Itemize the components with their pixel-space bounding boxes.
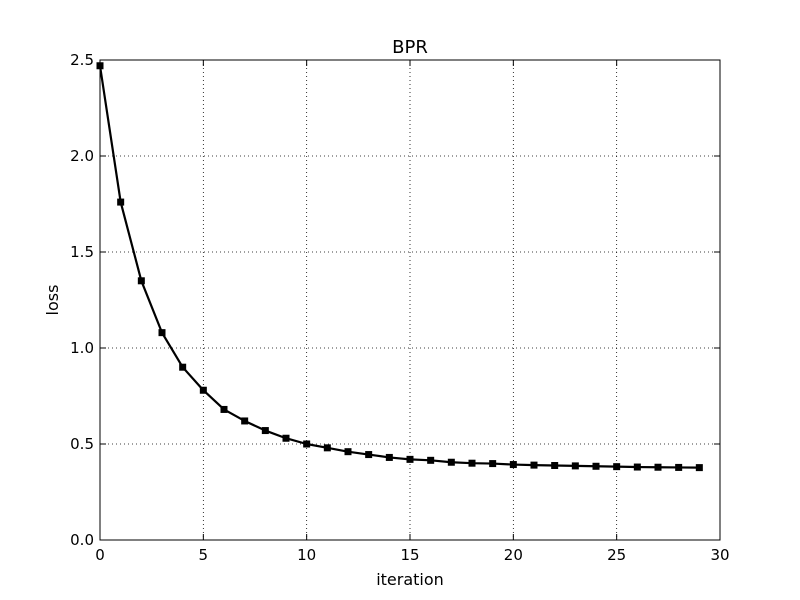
data-point-square <box>303 440 311 448</box>
y-tick-label: 1.5 <box>70 243 94 261</box>
y-tick-label: 1.0 <box>70 339 94 357</box>
data-point-square <box>489 460 497 468</box>
data-point-square <box>695 464 703 472</box>
data-point-square <box>675 463 683 471</box>
x-tick-label: 30 <box>710 546 729 564</box>
data-point-square <box>654 463 662 471</box>
data-point-square <box>592 462 600 470</box>
data-point-square <box>158 329 166 337</box>
data-point-square <box>365 451 373 459</box>
data-point-square <box>530 461 538 469</box>
data-point-square <box>282 434 290 442</box>
data-point-square <box>613 463 621 471</box>
y-tick-label: 0.5 <box>70 435 94 453</box>
x-tick-label: 5 <box>199 546 209 564</box>
data-point-square <box>551 462 559 470</box>
data-point-square <box>571 462 579 470</box>
y-axis-title: loss <box>43 285 62 316</box>
data-point-square <box>385 453 393 461</box>
data-point-square <box>509 461 517 469</box>
x-tick-label: 20 <box>504 546 523 564</box>
data-point-square <box>427 456 435 464</box>
data-point-square <box>220 405 228 413</box>
chart-title: BPR <box>392 37 428 58</box>
x-tick-label: 15 <box>400 546 419 564</box>
y-tick-label: 2.0 <box>70 147 94 165</box>
data-point-square <box>199 386 207 394</box>
x-tick-label: 0 <box>95 546 105 564</box>
data-point-square <box>344 448 352 456</box>
data-point-square <box>447 458 455 466</box>
data-point-square <box>406 455 414 463</box>
data-point-square <box>179 363 187 371</box>
x-axis-title: iteration <box>376 570 444 589</box>
y-tick-label: 0.0 <box>70 531 94 549</box>
data-point-square <box>468 459 476 467</box>
data-point-square <box>241 417 249 425</box>
data-point-square <box>261 427 269 435</box>
y-tick-label: 2.5 <box>70 51 94 69</box>
data-point-square <box>633 463 641 471</box>
data-point-square <box>323 444 331 452</box>
axis-ticks: 0 5 10 15 20 25 30 0.0 0.5 1.0 1.5 2.0 2.5 <box>70 51 729 564</box>
x-tick-label: 25 <box>607 546 626 564</box>
x-tick-label: 10 <box>297 546 316 564</box>
data-point-square <box>117 198 125 206</box>
data-point-square <box>137 277 145 285</box>
